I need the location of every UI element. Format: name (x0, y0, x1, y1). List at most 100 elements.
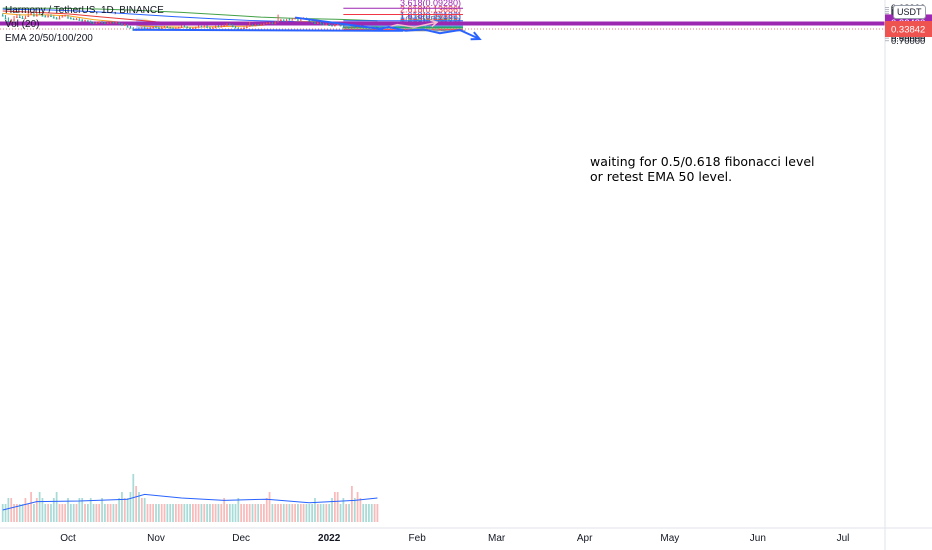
volume-bar (291, 504, 294, 522)
candle-body (211, 27, 214, 29)
projection-down-arrowhead (430, 19, 439, 28)
candle-body (353, 26, 356, 28)
volume-bar (152, 504, 155, 522)
x-tick-label: Jun (750, 533, 766, 544)
volume-bar (177, 504, 180, 522)
candle-body (228, 24, 231, 26)
candle-body (50, 15, 52, 17)
candle-body (294, 18, 296, 20)
volume-bar (121, 492, 123, 522)
annotation-line-1: waiting for 0.5/0.618 fibonacci level (590, 154, 815, 169)
volume-bar (356, 492, 359, 522)
volume-bar (345, 504, 348, 522)
volume-bar (129, 492, 132, 522)
candle-body (322, 24, 325, 26)
candle-body (234, 27, 237, 29)
volume-bar (245, 504, 248, 522)
candle-body (121, 24, 123, 26)
candle-body (55, 18, 58, 20)
volume-bar (240, 504, 243, 522)
volume-bar (126, 498, 129, 522)
volume-bar (30, 492, 32, 522)
volume-bar (376, 504, 379, 522)
candle-body (109, 22, 112, 24)
volume-bar (115, 504, 118, 522)
volume-bar (166, 504, 169, 522)
candle-body (299, 19, 302, 21)
volume-bar (75, 504, 78, 522)
volume-bar (288, 504, 291, 522)
volume-bar (89, 498, 92, 522)
x-tick-label: Dec (232, 533, 250, 544)
candle-body (262, 23, 265, 25)
candle-body (33, 15, 35, 17)
candle-body (325, 24, 328, 26)
volume-bar (55, 492, 58, 522)
candle-body (75, 19, 78, 21)
candle-body (129, 27, 132, 29)
candle-body (189, 28, 191, 30)
candle-body (10, 20, 13, 22)
volume-bar (308, 504, 311, 522)
candle-body (86, 20, 89, 22)
volume-bar (336, 492, 339, 522)
candle-body (64, 15, 67, 17)
volume-bar (140, 498, 143, 522)
candle-body (104, 22, 106, 24)
volume-bar (58, 504, 61, 522)
volume-bar (368, 504, 370, 522)
candle-body (81, 20, 84, 22)
currency-button[interactable]: USDT (893, 5, 926, 19)
volume-bar (342, 498, 345, 522)
candle-body (152, 27, 155, 29)
candle-body (18, 16, 21, 18)
volume-bar (16, 504, 18, 522)
candle-body (265, 23, 268, 25)
y-tick-label: 0.70000 (891, 36, 925, 47)
candle-body (223, 25, 226, 27)
volume-bar (262, 504, 265, 522)
x-tick-label: 2022 (318, 533, 341, 544)
candle-body (206, 26, 208, 28)
volume-legend: Vol (20) (5, 19, 40, 30)
candle-body (16, 16, 18, 18)
candle-body (197, 26, 200, 28)
candle-body (314, 22, 316, 24)
volume-profile-bar-down (159, 27, 173, 29)
candle-body (311, 21, 314, 23)
candle-body (115, 22, 118, 24)
x-tick-label: Jul (837, 533, 850, 544)
volume-bar (174, 504, 177, 522)
fib-level-label: 1.618(0.20182) (400, 11, 461, 21)
volume-bar (274, 504, 277, 522)
volume-profile-bar-up (136, 22, 160, 24)
x-tick-label: May (660, 533, 679, 544)
volume-profile-bar-down (143, 18, 148, 20)
volume-bar (271, 504, 274, 522)
candle-body (328, 24, 331, 26)
volume-bar (1, 504, 4, 522)
candle-body (365, 28, 367, 30)
x-tick-label: Mar (488, 533, 506, 544)
x-tick-label: Apr (577, 533, 593, 544)
volume-bar (316, 504, 319, 522)
volume-bar (260, 504, 262, 522)
volume-bar (359, 498, 362, 522)
candle-body (35, 15, 38, 17)
volume-bar (84, 504, 86, 522)
x-tick-label: Nov (147, 533, 165, 544)
candle-body (319, 23, 322, 25)
volume-bar (217, 504, 220, 522)
candle-body (280, 20, 282, 22)
volume-ma-line (2, 493, 378, 511)
volume-bar (294, 504, 296, 522)
candle-body (183, 26, 186, 28)
volume-bar (86, 504, 89, 522)
volume-bar (157, 504, 160, 522)
volume-profile-bar-up (136, 18, 143, 20)
volume-bar (104, 504, 106, 522)
candle-body (41, 15, 44, 17)
volume-bar (21, 504, 24, 522)
candle-body (251, 25, 254, 27)
